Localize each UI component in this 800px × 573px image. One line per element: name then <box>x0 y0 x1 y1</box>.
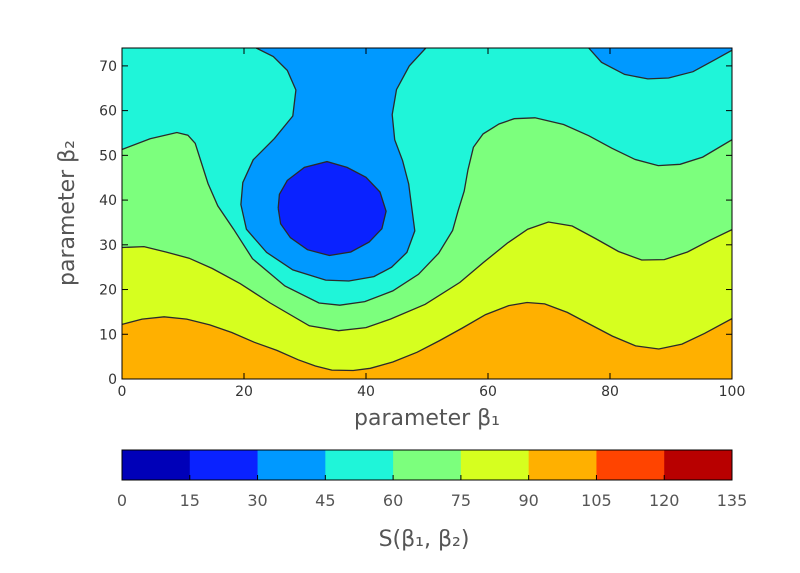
colorbar-segment <box>393 450 462 480</box>
x-tick-label: 80 <box>601 384 619 400</box>
colorbar-segment <box>257 450 326 480</box>
colorbar-tick-label: 120 <box>649 491 680 510</box>
plot-area <box>122 48 732 379</box>
colorbar-segment <box>596 450 665 480</box>
colorbar-tick-label: 60 <box>383 491 403 510</box>
contour-line-15-0 <box>277 160 387 257</box>
colorbar: 0 15 30 45 60 75 90 105 120 135 <box>117 449 748 510</box>
y-axis-label: parameter β₂ <box>55 140 80 286</box>
x-axis: 0 20 40 60 80 100 <box>118 48 746 400</box>
x-tick-label: 40 <box>357 384 375 400</box>
y-tick-label: 10 <box>99 327 117 343</box>
colorbar-frame <box>121 449 733 481</box>
x-tick-label: 0 <box>118 384 127 400</box>
region-15-30-top-right <box>588 48 732 79</box>
x-tick-label: 100 <box>719 384 746 400</box>
colorbar-tick-label: 105 <box>581 491 612 510</box>
colorbar-segment <box>189 450 259 480</box>
plot-frame <box>121 47 733 380</box>
y-axis: 0 10 20 30 40 50 60 70 <box>99 59 732 388</box>
colorbar-segment <box>122 450 191 480</box>
y-tick-label: 0 <box>108 372 117 388</box>
contour-line-75-5 <box>122 301 732 372</box>
x-axis-label: parameter β₁ <box>354 406 500 431</box>
x-tick-label: 20 <box>235 384 253 400</box>
colorbar-tick-label: 75 <box>451 491 471 510</box>
colorbar-segment <box>664 450 733 480</box>
contour-line-45-3 <box>122 117 732 306</box>
y-tick-label: 50 <box>99 148 117 164</box>
colorbar-segment <box>460 450 530 480</box>
region-0-15 <box>278 161 387 256</box>
y-tick-label: 30 <box>99 238 117 254</box>
contour-line-30-1 <box>240 48 427 282</box>
colorbar-tick-label: 45 <box>315 491 335 510</box>
y-tick-label: 70 <box>99 59 117 75</box>
colorbar-tick-label: 15 <box>180 491 200 510</box>
colorbar-tick-label: 0 <box>117 491 127 510</box>
x-tick-label: 60 <box>479 384 497 400</box>
contour-line-60-4 <box>122 221 732 332</box>
y-tick-label: 60 <box>99 104 117 120</box>
colorbar-segment <box>325 450 394 480</box>
colorbar-tick-label: 90 <box>518 491 538 510</box>
colorbar-label: S(β₁, β₂) <box>379 527 470 552</box>
colorbar-tick-label: 30 <box>247 491 267 510</box>
y-tick-label: 20 <box>99 283 117 299</box>
colorbar-tick-label: 135 <box>717 491 748 510</box>
contour-line-30-2 <box>588 48 732 80</box>
y-tick-label: 40 <box>99 193 117 209</box>
colorbar-segment <box>528 450 597 480</box>
